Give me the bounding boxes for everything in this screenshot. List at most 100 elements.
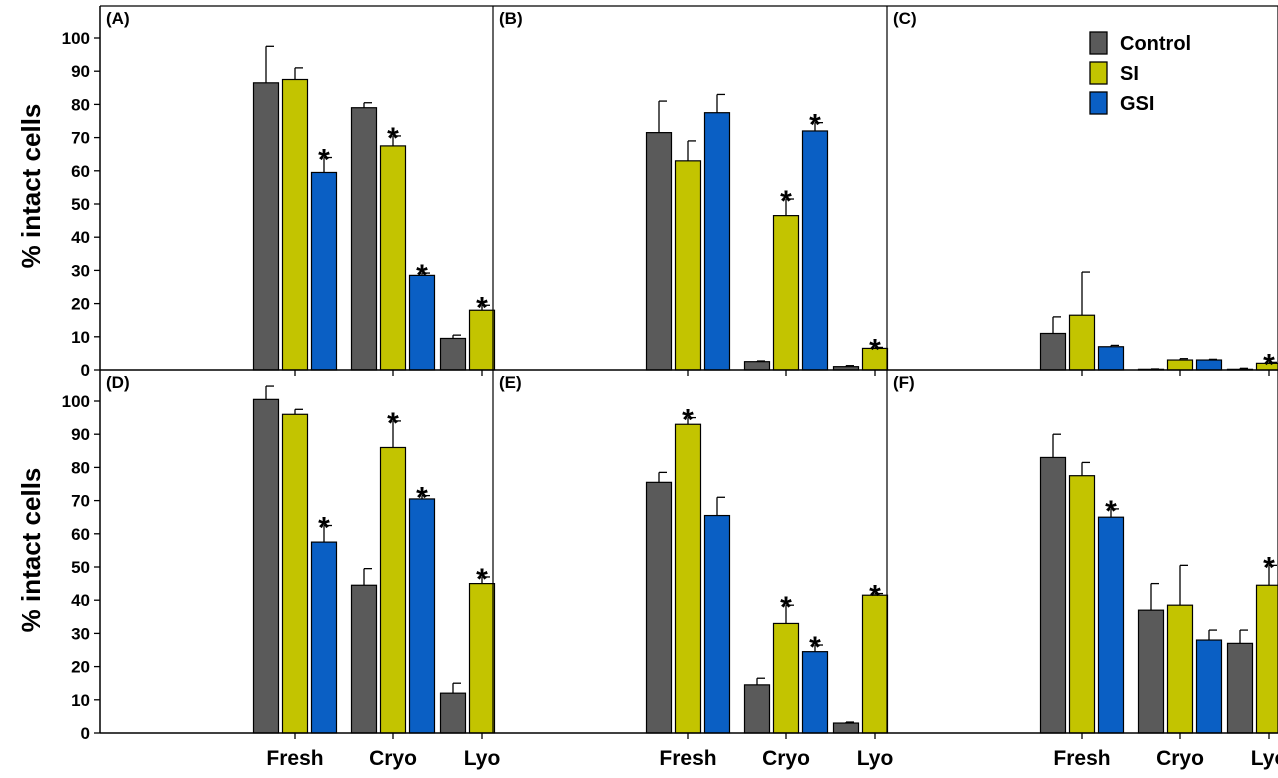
bar-control bbox=[252, 398, 280, 734]
y-tick-label: 70 bbox=[71, 129, 90, 148]
bar-control bbox=[1039, 456, 1067, 734]
panel-f: (F) * Fresh Cryo * Lyo bbox=[893, 373, 1278, 770]
panel-label: (F) bbox=[893, 373, 915, 392]
y-tick-label: 80 bbox=[71, 95, 90, 114]
panel-d: (D) * Fresh * * Cryo * Lyo bbox=[106, 373, 500, 770]
axes-layer: 0 10 20 30 40 50 60 70 80 90 100 0 10 20 30 40 50 60 70 80 9… bbox=[62, 5, 1278, 743]
y-tick-label: 100 bbox=[62, 392, 90, 411]
bar-control bbox=[1039, 332, 1067, 371]
bar-gsi bbox=[310, 541, 338, 734]
legend: Control SI GSI bbox=[1089, 31, 1191, 115]
y-tick-label: 60 bbox=[71, 162, 90, 181]
category-label-fresh: Fresh bbox=[659, 747, 716, 770]
bar-gsi bbox=[310, 171, 338, 371]
panel-label: (E) bbox=[499, 373, 522, 392]
significance-star: * bbox=[416, 482, 428, 515]
bar-control bbox=[743, 361, 771, 371]
legend-label-control: Control bbox=[1120, 33, 1191, 55]
bar-gsi bbox=[1097, 516, 1125, 734]
bar-control bbox=[1226, 642, 1254, 734]
panel-b: (B) * * * bbox=[499, 9, 889, 376]
bar-gsi bbox=[1195, 359, 1223, 371]
bar-si bbox=[1068, 475, 1096, 734]
significance-star: * bbox=[780, 185, 792, 218]
legend-label-si: SI bbox=[1120, 63, 1139, 85]
significance-star: * bbox=[387, 407, 399, 440]
y-tick-label: 80 bbox=[71, 458, 90, 477]
bar-si bbox=[1166, 359, 1194, 371]
category-label-fresh: Fresh bbox=[266, 747, 323, 770]
category-label-lyo: Lyo bbox=[464, 747, 501, 770]
y-tick-label: 10 bbox=[71, 691, 90, 710]
y-axis-title-top: % intact cells bbox=[16, 104, 46, 269]
bar-control bbox=[645, 481, 673, 734]
bar-gsi bbox=[801, 651, 829, 734]
y-tick-label: 70 bbox=[71, 492, 90, 511]
bar-control bbox=[832, 722, 860, 734]
bar-control bbox=[439, 692, 467, 734]
bar-si bbox=[1068, 314, 1096, 371]
y-tick-label: 100 bbox=[62, 29, 90, 48]
bar-control bbox=[350, 107, 378, 371]
bar-gsi bbox=[1097, 346, 1125, 371]
bar-si bbox=[772, 622, 800, 734]
category-label-lyo: Lyo bbox=[1251, 747, 1278, 770]
y-tick-label: 40 bbox=[71, 591, 90, 610]
legend-label-gsi: GSI bbox=[1120, 93, 1154, 115]
panels-layer: (A) * * * * (B) * * * (C) * (D) * Fresh * * Cryo * Lyo (E) *… bbox=[106, 9, 1278, 770]
significance-star: * bbox=[1263, 551, 1275, 584]
bar-si bbox=[379, 446, 407, 734]
bar-si bbox=[674, 423, 702, 734]
significance-star: * bbox=[476, 291, 488, 324]
significance-star: * bbox=[476, 563, 488, 596]
bar-gsi bbox=[1195, 639, 1223, 734]
category-label-fresh: Fresh bbox=[1053, 747, 1110, 770]
y-tick-label: 0 bbox=[81, 724, 90, 743]
significance-star: * bbox=[416, 259, 428, 292]
bar-si bbox=[772, 215, 800, 371]
bar-control bbox=[252, 82, 280, 371]
significance-star: * bbox=[869, 580, 881, 613]
bar-gsi bbox=[801, 130, 829, 371]
bar-gsi bbox=[408, 498, 436, 734]
significance-star: * bbox=[869, 333, 881, 366]
y-tick-label: 20 bbox=[71, 295, 90, 314]
category-label-cryo: Cryo bbox=[762, 747, 810, 770]
bar-control bbox=[439, 337, 467, 371]
y-tick-label: 60 bbox=[71, 525, 90, 544]
bar-si bbox=[468, 582, 496, 734]
bar-control bbox=[1137, 609, 1165, 734]
y-axis-title-bottom: % intact cells bbox=[16, 468, 46, 633]
significance-star: * bbox=[780, 591, 792, 624]
bar-control bbox=[645, 132, 673, 371]
bar-si bbox=[379, 145, 407, 371]
significance-star: * bbox=[682, 404, 694, 437]
significance-star: * bbox=[318, 512, 330, 545]
y-tick-label: 0 bbox=[81, 361, 90, 380]
y-tick-label: 40 bbox=[71, 228, 90, 247]
significance-star: * bbox=[809, 109, 821, 142]
category-label-cryo: Cryo bbox=[1156, 747, 1204, 770]
y-tick-label: 20 bbox=[71, 658, 90, 677]
category-label-lyo: Lyo bbox=[857, 747, 894, 770]
y-tick-label: 30 bbox=[71, 261, 90, 280]
panel-a: (A) * * * * bbox=[106, 9, 496, 376]
panel-label: (A) bbox=[106, 9, 130, 28]
y-tick-label: 50 bbox=[71, 195, 90, 214]
bar-si bbox=[674, 160, 702, 371]
significance-star: * bbox=[1105, 495, 1117, 528]
y-tick-label: 90 bbox=[71, 425, 90, 444]
panel-c: (C) * bbox=[893, 9, 1278, 381]
bar-si bbox=[1255, 584, 1278, 734]
significance-star: * bbox=[318, 144, 330, 177]
legend-swatch-si bbox=[1089, 61, 1108, 85]
bar-si bbox=[1166, 604, 1194, 734]
panel-label: (B) bbox=[499, 9, 523, 28]
y-tick-label: 90 bbox=[71, 62, 90, 81]
y-tick-label: 30 bbox=[71, 624, 90, 643]
bar-si bbox=[468, 309, 496, 371]
significance-star: * bbox=[1263, 348, 1275, 381]
panel-e: (E) * Fresh * * Cryo * Lyo bbox=[499, 373, 893, 770]
category-label-cryo: Cryo bbox=[369, 747, 417, 770]
